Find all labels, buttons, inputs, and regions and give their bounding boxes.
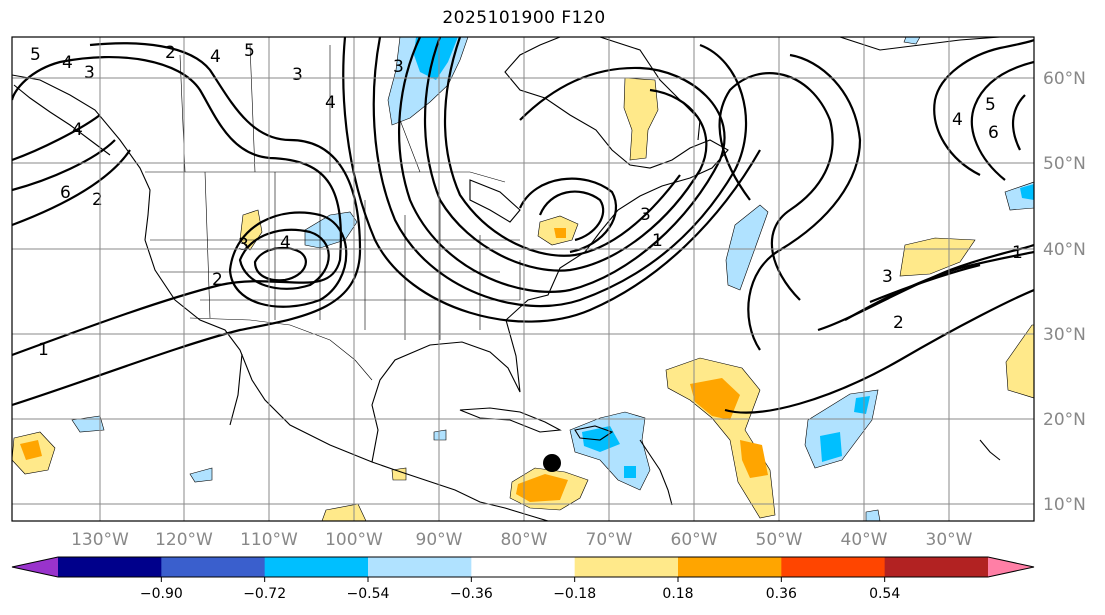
colorbar-tick-label: −0.72 (243, 586, 286, 602)
contour-label: 4 (210, 47, 221, 67)
longitude-label: 90°W (416, 530, 463, 550)
colorbar-segment (58, 557, 162, 577)
contour-label: 3 (238, 235, 249, 255)
colorbar-segment (264, 557, 369, 577)
colorbar-tick-label: −0.36 (450, 586, 493, 602)
contour-label: 2 (212, 270, 223, 290)
colorbar-tick-labels: −0.90 −0.72 −0.54 −0.36 −0.18 0.18 0.36 0.54 (140, 577, 900, 602)
positive-anomaly-region (899, 237, 976, 277)
storm-center-marker (543, 454, 561, 472)
contour-label: 5 (30, 45, 41, 65)
contour-label: 4 (62, 53, 73, 73)
longitude-label: 70°W (586, 530, 633, 550)
negative-anomaly-core (414, 37, 458, 80)
longitude-label: 40°W (841, 530, 888, 550)
longitude-axis: 130°W 120°W 110°W 100°W 90°W 80°W 70°W 6… (71, 530, 973, 550)
negative-anomaly-region (189, 467, 213, 483)
contour-label: 5 (244, 41, 255, 61)
gridlines (12, 37, 1034, 521)
negative-anomaly-region (433, 429, 447, 441)
latitude-label: 30°N (1043, 325, 1086, 345)
contour-label: 2 (92, 190, 103, 210)
colorbar-tick-label: 0.54 (869, 586, 900, 602)
contour-label: 3 (882, 267, 893, 287)
contour-label: 3 (640, 205, 651, 225)
latitude-label: 60°N (1043, 69, 1086, 89)
contour-labels: 5 4 3 2 4 5 3 4 6 2 1 3 4 2 3 4 3 1 5 4 … (30, 41, 1023, 360)
longitude-label: 110°W (240, 530, 298, 550)
contour-label: 1 (652, 231, 663, 251)
map-title: 2025101900 F120 (442, 8, 606, 28)
contour-label: 5 (985, 95, 996, 115)
negative-anomaly-core (624, 466, 636, 478)
colorbar-tick-label: −0.18 (553, 586, 596, 602)
positive-anomaly-core (690, 378, 740, 420)
contour-label: 3 (393, 57, 404, 77)
negative-anomaly-region (725, 204, 769, 291)
contour-label: 2 (893, 313, 904, 333)
contour-label: 4 (952, 110, 963, 130)
longitude-label: 50°W (756, 530, 803, 550)
colorbar-tick-label: 0.18 (662, 586, 693, 602)
colorbar-extension-low (12, 557, 58, 577)
longitude-label: 100°W (325, 530, 383, 550)
contour-label: 2 (165, 43, 176, 63)
contour-label: 6 (60, 183, 71, 203)
negative-anomaly-region (71, 415, 105, 433)
colorbar-segment (161, 557, 266, 577)
positive-anomaly-core (20, 440, 42, 460)
contour-lines (12, 37, 1034, 414)
positive-anomaly-core (554, 228, 566, 238)
colorbar-segments (11, 556, 1035, 578)
longitude-label: 80°W (501, 530, 548, 550)
longitude-label: 120°W (155, 530, 213, 550)
contour-label: 1 (38, 340, 49, 360)
negative-anomaly-region (865, 509, 881, 521)
longitude-label: 130°W (71, 530, 129, 550)
political-borders (145, 44, 521, 381)
colorbar-extension-high (988, 557, 1034, 577)
coastlines (12, 37, 1001, 521)
colorbar-segment (368, 557, 472, 577)
contour-label: 1 (1012, 243, 1023, 263)
longitude-label: 30°W (926, 530, 973, 550)
colorbar-segment (884, 557, 989, 577)
colorbar-outline (11, 556, 1035, 578)
positive-anomaly-region (391, 467, 407, 481)
negative-anomaly-core (854, 396, 870, 414)
positive-anomaly-core (516, 474, 568, 502)
contour-label: 4 (325, 93, 336, 113)
colorbar-tick-label: 0.36 (766, 586, 797, 602)
negative-anomaly-core (1020, 184, 1034, 200)
negative-anomaly-region (903, 37, 921, 45)
longitude-label: 60°W (671, 530, 718, 550)
colorbar-segment (471, 557, 576, 577)
negative-anomaly-region (304, 211, 358, 249)
latitude-label: 40°N (1043, 240, 1086, 260)
contour-label: 6 (988, 123, 999, 143)
latitude-label: 20°N (1043, 410, 1086, 430)
colorbar-segment (678, 557, 782, 577)
colorbar-tick-label: −0.54 (347, 586, 390, 602)
contour-label: 3 (292, 65, 303, 85)
contour-label: 3 (84, 63, 95, 83)
colorbar-segment (781, 557, 886, 577)
contour-label: 4 (280, 233, 291, 253)
contour-label: 4 (72, 120, 83, 140)
colorbar: −0.90 −0.72 −0.54 −0.36 −0.18 0.18 0.36 0.54 (11, 556, 1035, 602)
colorbar-segment (574, 557, 679, 577)
latitude-label: 50°N (1043, 154, 1086, 174)
positive-anomaly-core (740, 440, 768, 478)
positive-anomaly-region (321, 503, 367, 521)
map-frame (11, 36, 1035, 522)
latitude-label: 10°N (1043, 495, 1086, 515)
shaded-anomaly-layer (12, 37, 1034, 521)
positive-anomaly-region (1005, 324, 1034, 399)
latitude-axis: 60°N 50°N 40°N 30°N 20°N 10°N (1043, 69, 1086, 515)
colorbar-tick-label: −0.90 (140, 586, 183, 602)
negative-anomaly-core (820, 432, 842, 462)
